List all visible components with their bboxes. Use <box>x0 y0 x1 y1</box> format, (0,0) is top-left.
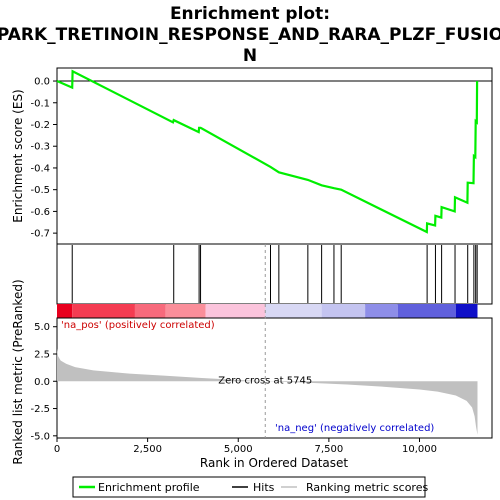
enrichment-score-panel: 0.0 -0.1 -0.2 -0.3 -0.4 -0.5 -0.6 -0.7 Enrichme… <box>11 67 493 245</box>
neg-correlated-label: 'na_neg' (negatively correlated) <box>275 423 434 434</box>
gradient-segment <box>365 304 398 318</box>
x-tick-label: 5,000 <box>224 444 253 455</box>
metric-y-tick-label: -5.0 <box>30 431 50 442</box>
gradient-segment <box>72 304 135 318</box>
gradient-segment <box>165 304 206 318</box>
metric-y-axis-label: Ranked list metric (PreRanked) <box>11 279 25 464</box>
gradient-segment <box>397 304 456 318</box>
x-tick-label: 7,500 <box>315 444 344 455</box>
metric-y-tick-label: -2.5 <box>30 404 50 415</box>
gradient-segment <box>265 304 322 318</box>
legend: Enrichment profile Hits Ranking metric s… <box>72 476 428 498</box>
legend-label-enrichment-profile: Enrichment profile <box>98 481 200 494</box>
gradient-segment <box>455 304 478 318</box>
chart-title-line-1: Enrichment plot: <box>170 4 330 24</box>
gradient-segment <box>321 304 366 318</box>
legend-label-hits: Hits <box>253 481 275 494</box>
es-y-tick-label: -0.5 <box>30 185 50 196</box>
es-y-tick-label: -0.1 <box>30 98 50 109</box>
es-y-tick-label: -0.7 <box>30 229 50 240</box>
ranking-gradient-bar <box>57 304 478 318</box>
metric-y-tick-label: 0.0 <box>34 377 50 388</box>
pos-correlated-label: 'na_pos' (positively correlated) <box>61 320 215 331</box>
metric-y-tick-label: 5.0 <box>34 322 50 333</box>
hits-panel <box>56 243 493 305</box>
es-y-tick-label: -0.4 <box>30 163 50 174</box>
es-y-tick-label: -0.3 <box>30 142 50 153</box>
chart-title-line-3: N <box>243 46 257 66</box>
x-tick-label: 10,000 <box>402 444 437 455</box>
zero-cross-annotation: Zero cross at 5745 <box>218 375 312 386</box>
legend-frame <box>72 476 426 498</box>
x-axis: 0 2,500 5,000 7,500 10,000 <box>54 438 437 455</box>
enrichment-profile-line <box>56 69 479 234</box>
x-tick-label: 0 <box>54 444 60 455</box>
gradient-segment <box>57 304 73 318</box>
es-y-tick-label: -0.6 <box>30 207 50 218</box>
chart-title-line-2: PARK_TRETINOIN_RESPONSE_AND_RARA_PLZF_FU… <box>0 25 500 45</box>
es-y-tick-label: 0.0 <box>34 77 50 88</box>
gradient-segment <box>205 304 266 318</box>
es-y-axis-label: Enrichment score (ES) <box>11 89 25 222</box>
es-y-tick-label: -0.2 <box>30 120 50 131</box>
legend-label-ranking-metric: Ranking metric scores <box>306 481 428 494</box>
x-tick-label: 2,500 <box>133 444 162 455</box>
hits-panel-frame <box>56 243 493 305</box>
ranked-metric-panel: 5.0 2.5 0.0 -2.5 -5.0 Zero cross at 5745 'na… <box>11 244 493 465</box>
x-axis-label: Rank in Ordered Dataset <box>200 456 348 470</box>
gradient-segment <box>134 304 166 318</box>
es-panel-frame <box>56 67 493 245</box>
metric-y-tick-label: 2.5 <box>34 350 50 361</box>
